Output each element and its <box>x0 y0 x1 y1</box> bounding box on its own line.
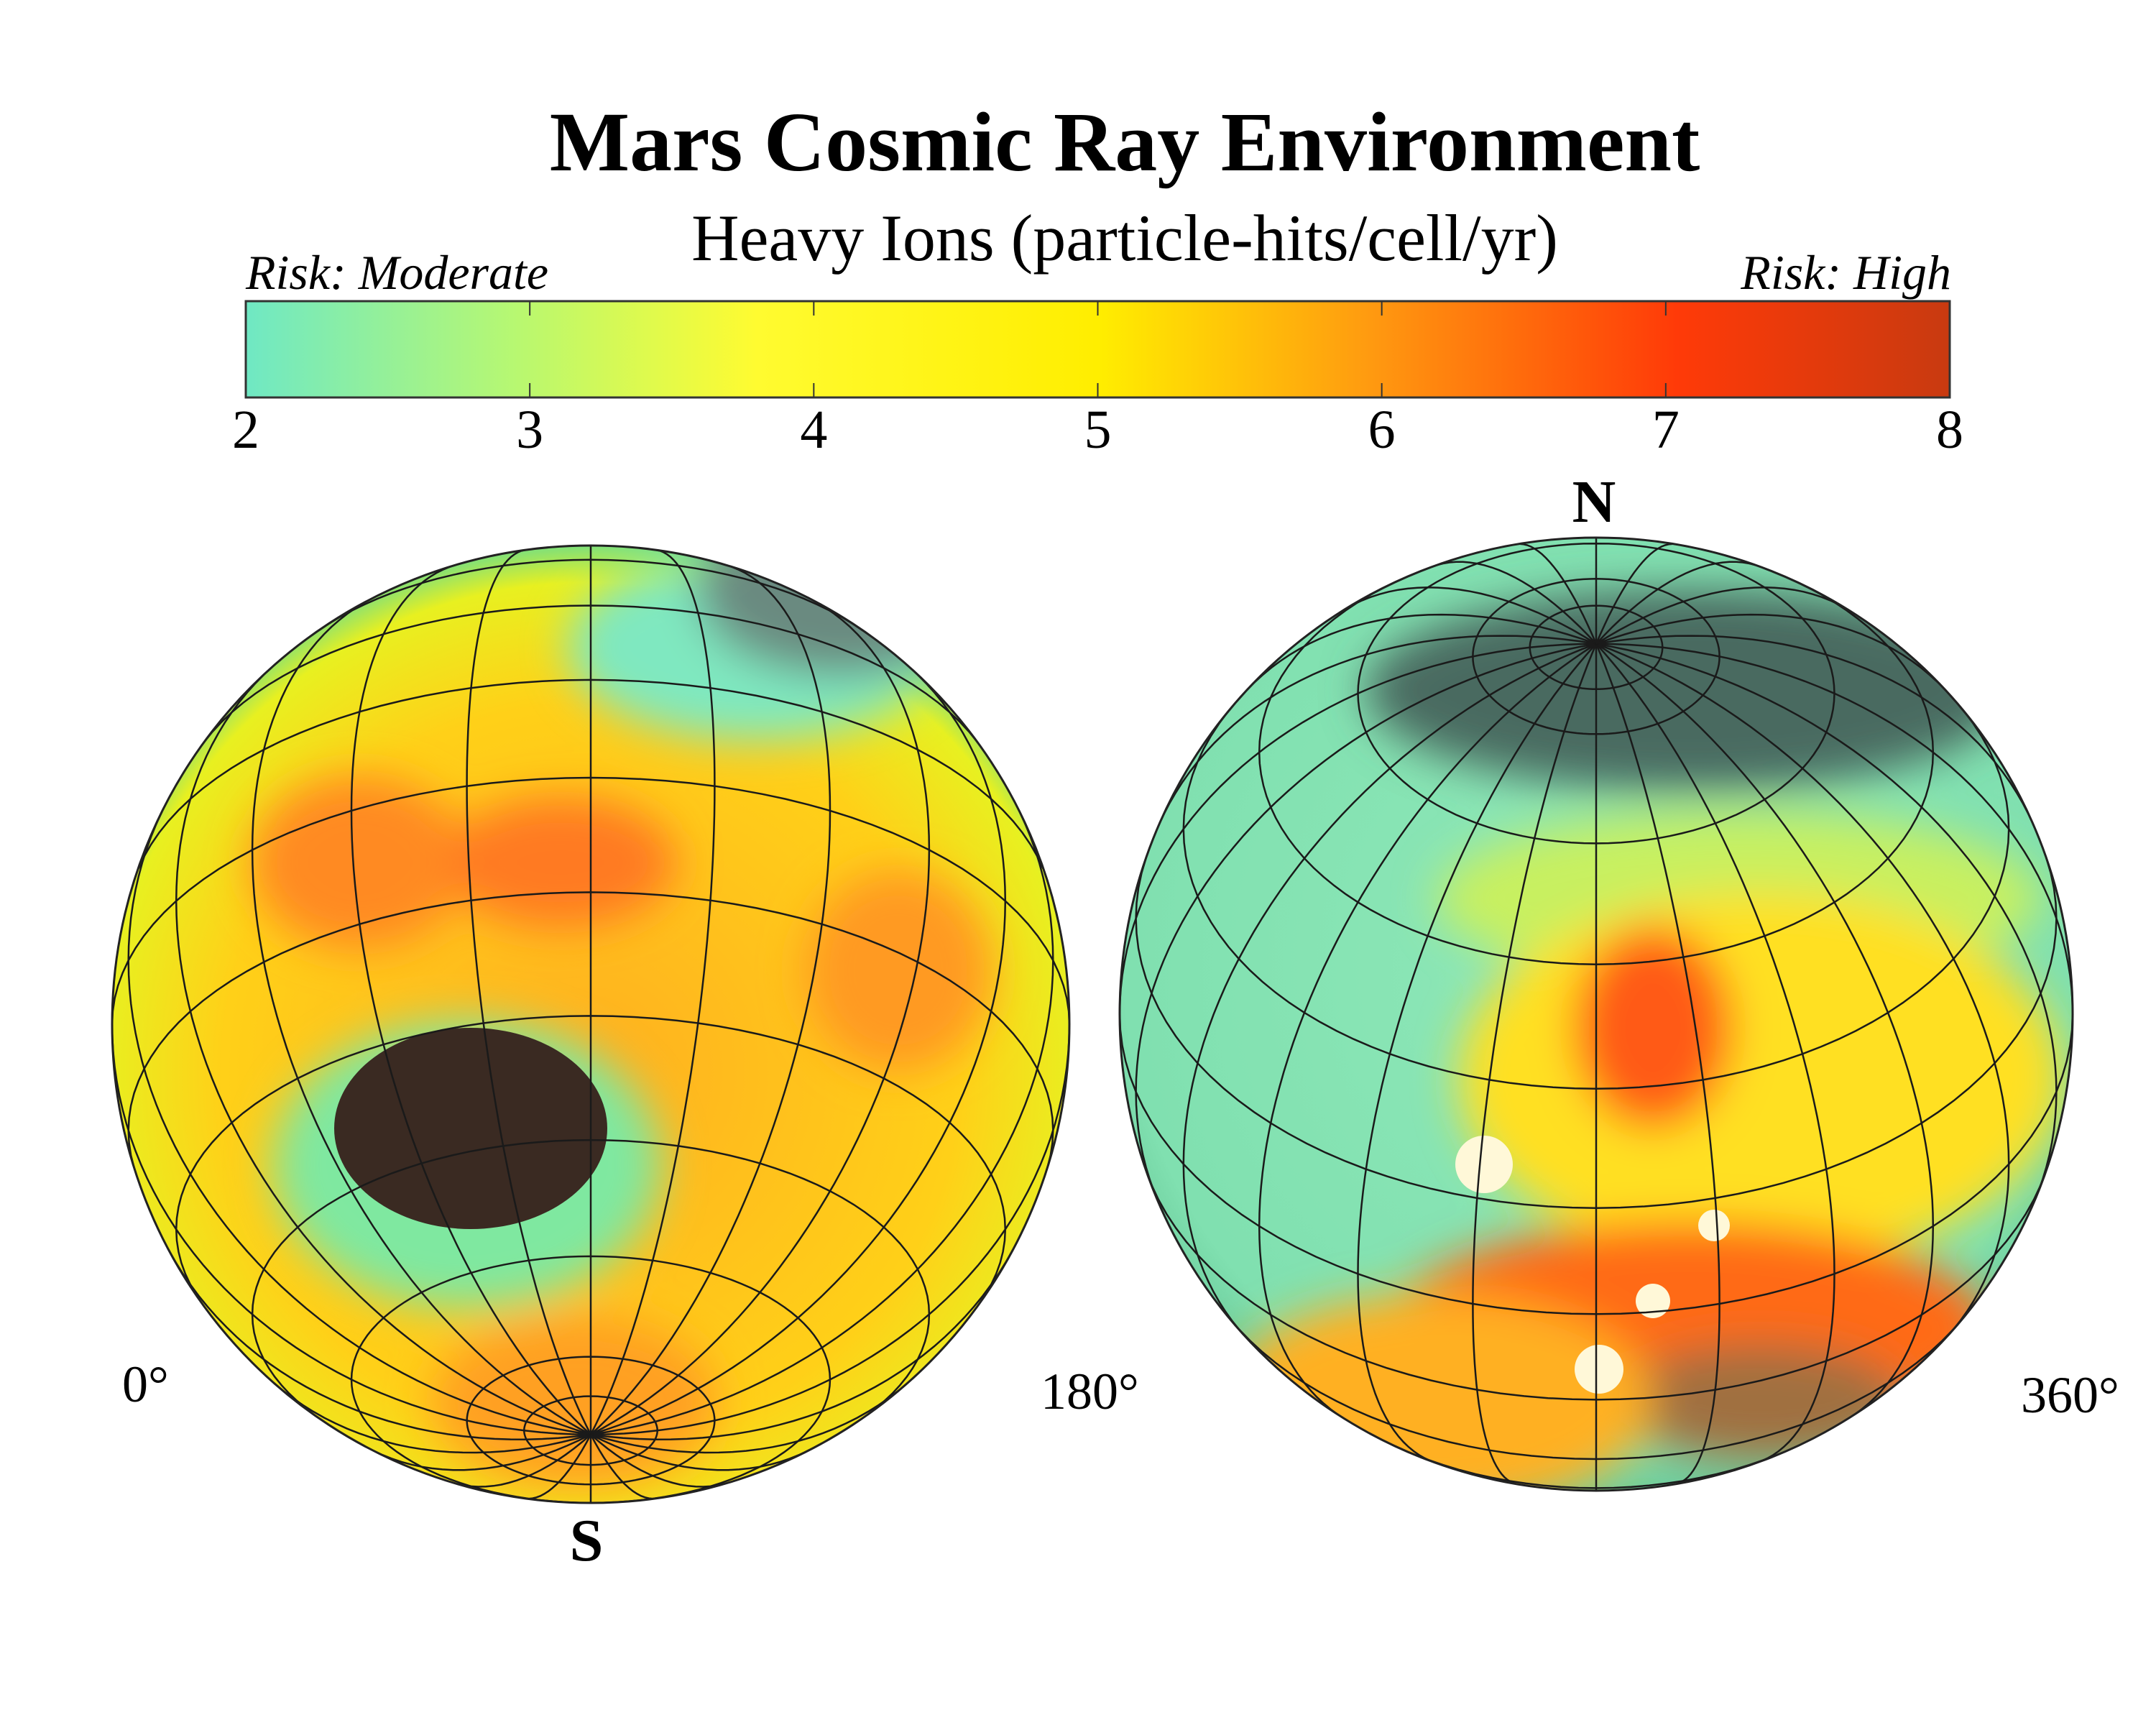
graticule-line <box>1595 643 2010 1330</box>
graticule-line <box>466 549 592 1435</box>
graticule-line <box>1595 561 1756 645</box>
graticule-line <box>1595 643 2058 1192</box>
right-globe-lon-end-label: 360° <box>2021 1366 2119 1424</box>
graticule-line <box>456 1433 591 1488</box>
left-globe <box>112 546 1069 1503</box>
graticule-line <box>590 673 1007 1436</box>
graticule-line <box>590 1433 725 1488</box>
graticule-line <box>1135 643 1597 1192</box>
graticule-line <box>272 1381 591 1454</box>
graticule-line <box>590 811 1054 1436</box>
graticule-line <box>1595 613 1947 691</box>
graticule-line <box>1595 543 1672 645</box>
graticule-line <box>1120 643 1597 1015</box>
graticule-line <box>1258 643 1597 1416</box>
graticule-line <box>528 1434 592 1500</box>
hellas-basin <box>334 1028 607 1229</box>
graticule-line <box>590 1381 909 1454</box>
colorbar-tick-label: 8 <box>1936 400 1963 460</box>
graticule-line <box>1595 643 2073 1015</box>
left-globe-lon-end-label: 180° <box>1041 1363 1139 1420</box>
graticule-line <box>1157 635 1597 827</box>
colorbar-tick-label: 3 <box>516 400 544 460</box>
north-pole-label: N <box>1572 469 1616 535</box>
colorbar-tick-label: 7 <box>1651 400 1680 460</box>
graticule-line <box>1182 643 1597 1330</box>
colorbar-title: Heavy Ions (particle-hits/cell/yr) <box>691 201 1558 275</box>
graticule-line <box>1595 635 2035 827</box>
graticule-line <box>112 1024 591 1436</box>
graticule-line <box>590 1433 809 1471</box>
graticule-line <box>590 566 831 1435</box>
graticule-line <box>1245 613 1597 691</box>
graticule-line <box>372 1433 591 1471</box>
map-title: Mars Cosmic Ray Environment <box>549 95 1700 189</box>
graticule-line <box>590 1248 1014 1440</box>
graticule-line <box>590 1024 1069 1436</box>
graticule-line <box>175 673 591 1436</box>
graticule-line <box>1436 561 1597 645</box>
colorbar <box>244 300 1951 399</box>
left-globe-lon-start-label: 0° <box>122 1356 169 1413</box>
graticule-line <box>589 1434 653 1500</box>
south-pole-label: S <box>569 1507 604 1574</box>
risk-moderate-label: Risk: Moderate <box>246 245 549 300</box>
graticule-line <box>1595 643 1835 1462</box>
graticule-line <box>167 1248 591 1440</box>
graticule-line <box>1357 643 1597 1462</box>
graticule-line <box>590 602 931 1436</box>
graticule-line <box>251 602 591 1436</box>
right-globe <box>1120 538 2073 1491</box>
graticule-line <box>1595 643 1720 1486</box>
graticule-line <box>589 549 716 1435</box>
graticule-line <box>127 811 591 1436</box>
risk-high-label: Risk: High <box>1741 245 1951 300</box>
graticule-line <box>1520 543 1598 645</box>
colorbar-tick-label: 4 <box>800 400 828 460</box>
colorbar-tick-label: 6 <box>1368 400 1396 460</box>
graticule-line <box>350 566 591 1435</box>
colorbar-tick-label: 5 <box>1084 400 1112 460</box>
graticule-line <box>1595 643 1935 1416</box>
graticule-line <box>1345 586 1597 645</box>
graticule-line <box>1595 586 1848 645</box>
colorbar-tick-label: 2 <box>232 400 259 460</box>
graticule-line <box>1472 643 1598 1486</box>
